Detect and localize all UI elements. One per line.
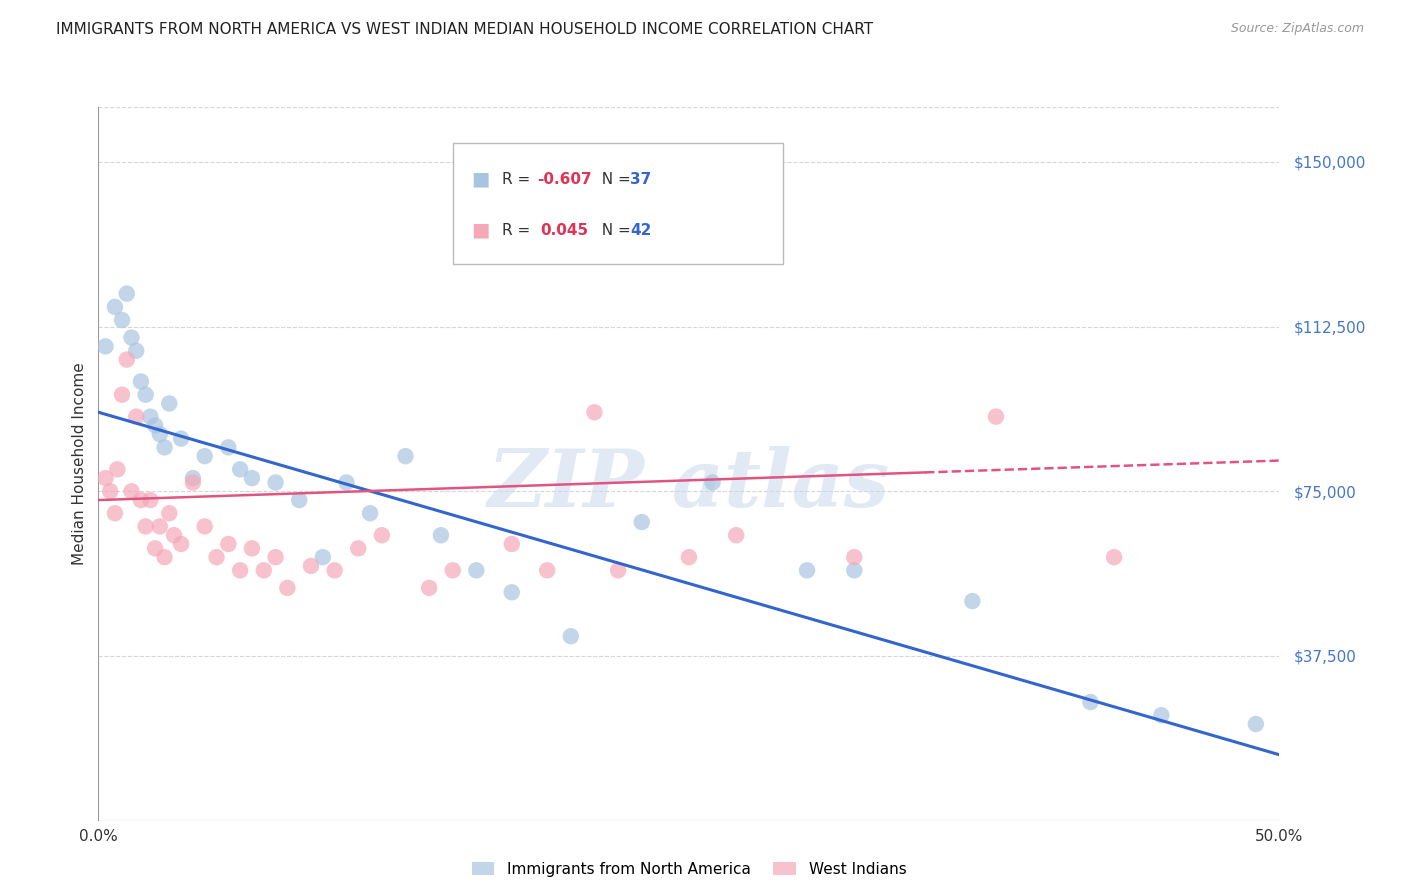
Point <box>607 563 630 577</box>
Point <box>1080 695 1102 709</box>
Point <box>253 563 276 577</box>
Point <box>264 475 287 490</box>
Point <box>678 550 700 565</box>
Point <box>149 519 172 533</box>
Point <box>441 563 464 577</box>
Text: -0.607: -0.607 <box>537 171 592 186</box>
Text: 0.045: 0.045 <box>540 223 588 237</box>
Point <box>984 409 1007 424</box>
Point <box>312 550 335 565</box>
Point <box>394 449 416 463</box>
Point <box>844 563 866 577</box>
Point <box>583 405 606 419</box>
Point <box>217 441 239 455</box>
Point <box>347 541 370 556</box>
Point <box>536 563 558 577</box>
Point <box>115 352 138 367</box>
Point <box>796 563 818 577</box>
Point <box>205 550 228 565</box>
Point <box>323 563 346 577</box>
Point <box>501 537 523 551</box>
Point <box>725 528 748 542</box>
Point <box>1102 550 1125 565</box>
Point <box>276 581 298 595</box>
Point <box>371 528 394 542</box>
Point <box>630 515 652 529</box>
Point <box>288 493 311 508</box>
Point <box>115 286 138 301</box>
Point <box>129 493 152 508</box>
Point <box>181 475 204 490</box>
Point <box>194 449 217 463</box>
Point <box>94 339 117 353</box>
Text: ■: ■ <box>471 220 489 240</box>
Point <box>125 343 148 358</box>
Point <box>477 234 499 248</box>
Text: 37: 37 <box>630 171 651 186</box>
Point <box>359 506 381 520</box>
Point <box>157 396 180 410</box>
Text: 42: 42 <box>630 223 651 237</box>
Text: Source: ZipAtlas.com: Source: ZipAtlas.com <box>1230 22 1364 36</box>
Point <box>143 541 166 556</box>
Point <box>153 550 176 565</box>
Text: R =: R = <box>502 171 536 186</box>
Point <box>1150 708 1173 723</box>
Point <box>111 387 134 401</box>
Point <box>98 484 121 499</box>
Legend: Immigrants from North America, West Indians: Immigrants from North America, West Indi… <box>464 854 914 884</box>
Point <box>418 581 440 595</box>
Point <box>121 330 143 344</box>
Point <box>135 387 157 401</box>
Point <box>135 519 157 533</box>
Point <box>163 528 186 542</box>
Point <box>217 537 239 551</box>
Text: ZIP atlas: ZIP atlas <box>488 447 890 524</box>
Point <box>335 475 357 490</box>
Point <box>104 300 127 314</box>
Point <box>111 313 134 327</box>
Y-axis label: Median Household Income: Median Household Income <box>72 362 87 566</box>
Point <box>125 409 148 424</box>
Point <box>962 594 984 608</box>
Text: N =: N = <box>592 171 636 186</box>
Point <box>170 537 193 551</box>
Point <box>139 409 162 424</box>
Point <box>121 484 143 499</box>
Point <box>702 475 724 490</box>
Point <box>194 519 217 533</box>
Point <box>149 427 172 442</box>
Point <box>229 462 252 476</box>
Point <box>229 563 252 577</box>
Point <box>129 375 152 389</box>
Point <box>299 558 322 573</box>
Point <box>240 541 263 556</box>
Point <box>104 506 127 520</box>
Point <box>181 471 204 485</box>
Point <box>94 471 117 485</box>
Point <box>844 550 866 565</box>
Point <box>157 506 180 520</box>
Point <box>105 462 128 476</box>
Text: N =: N = <box>592 223 636 237</box>
Point <box>240 471 263 485</box>
Point <box>501 585 523 599</box>
Point <box>560 629 582 643</box>
Text: ■: ■ <box>471 169 489 188</box>
Point <box>153 441 176 455</box>
Point <box>264 550 287 565</box>
Point <box>1244 717 1267 731</box>
Point <box>465 563 488 577</box>
Text: R =: R = <box>502 223 540 237</box>
Point <box>143 418 166 433</box>
Point <box>139 493 162 508</box>
Point <box>170 432 193 446</box>
Text: IMMIGRANTS FROM NORTH AMERICA VS WEST INDIAN MEDIAN HOUSEHOLD INCOME CORRELATION: IMMIGRANTS FROM NORTH AMERICA VS WEST IN… <box>56 22 873 37</box>
Point <box>430 528 453 542</box>
